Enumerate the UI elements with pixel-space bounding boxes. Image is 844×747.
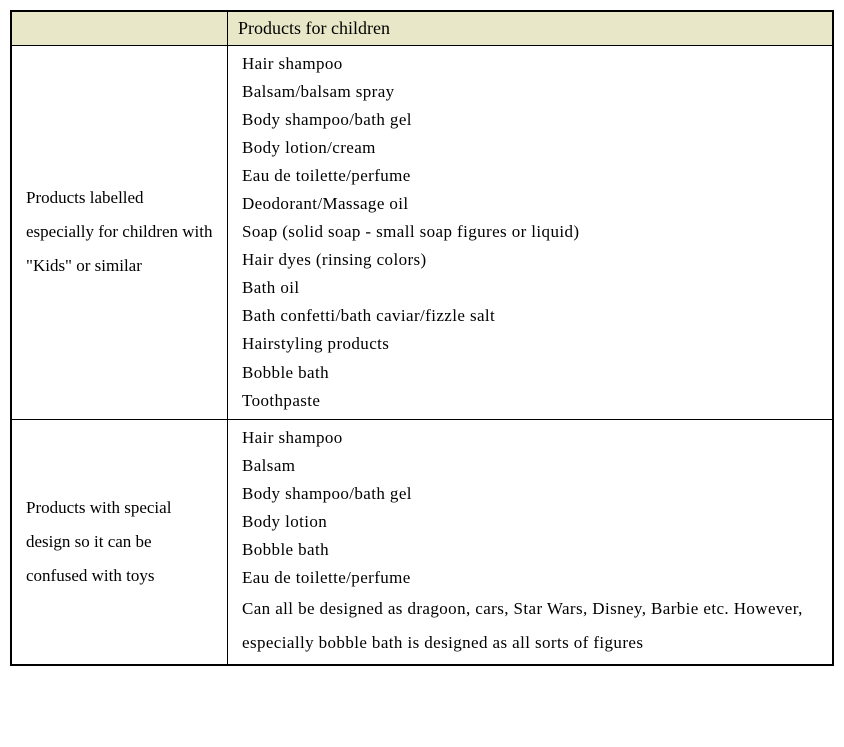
table-row: Products with special design so it can b… xyxy=(11,419,833,665)
list-item: Toothpaste xyxy=(242,387,822,415)
category-label: Products with special design so it can b… xyxy=(11,419,228,665)
list-item: Bath confetti/bath caviar/fizzle salt xyxy=(242,302,822,330)
list-item: Soap (solid soap - small soap figures or… xyxy=(242,218,822,246)
category-items: Hair shampoo Balsam/balsam spray Body sh… xyxy=(228,46,834,420)
list-item: Body shampoo/bath gel xyxy=(242,480,822,508)
list-item: Deodorant/Massage oil xyxy=(242,190,822,218)
list-item: Balsam/balsam spray xyxy=(242,78,822,106)
header-left-cell xyxy=(11,11,228,46)
table-header-row: Products for children xyxy=(11,11,833,46)
list-item: Bobble bath xyxy=(242,359,822,387)
category-label: Products labelled especially for childre… xyxy=(11,46,228,420)
list-item: Hair shampoo xyxy=(242,50,822,78)
list-item: Bath oil xyxy=(242,274,822,302)
list-item: Body lotion/cream xyxy=(242,134,822,162)
list-item: Hair dyes (rinsing colors) xyxy=(242,246,822,274)
table-row: Products labelled especially for childre… xyxy=(11,46,833,420)
list-item: Bobble bath xyxy=(242,536,822,564)
list-item: Can all be designed as dragoon, cars, St… xyxy=(242,592,822,660)
list-item: Body shampoo/bath gel xyxy=(242,106,822,134)
products-table: Products for children Products labelled … xyxy=(10,10,834,666)
list-item: Hair shampoo xyxy=(242,424,822,452)
category-items: Hair shampoo Balsam Body shampoo/bath ge… xyxy=(228,419,834,665)
list-item: Body lotion xyxy=(242,508,822,536)
list-item: Eau de toilette/perfume xyxy=(242,162,822,190)
header-right-cell: Products for children xyxy=(228,11,834,46)
list-item: Hairstyling products xyxy=(242,330,822,358)
list-item: Balsam xyxy=(242,452,822,480)
list-item: Eau de toilette/perfume xyxy=(242,564,822,592)
